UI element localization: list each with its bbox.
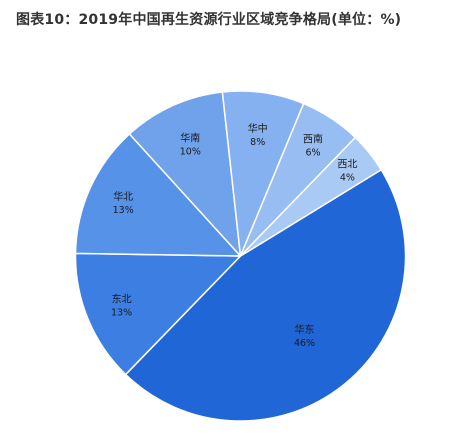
slice-value-dongbei: 13% (111, 307, 132, 318)
slice-label-huabei: 华北 (113, 190, 133, 203)
slice-value-xibei: 4% (340, 172, 355, 183)
slice-value-huabei: 13% (113, 205, 134, 216)
slice-value-huanan: 10% (180, 147, 201, 158)
slice-label-dongbei: 东北 (112, 292, 132, 305)
pie-slice-huanan (128, 91, 242, 257)
slice-label-huanan: 华南 (180, 132, 200, 145)
pie-slice-xibei (239, 136, 382, 257)
slice-value-huadong: 46% (294, 338, 315, 349)
slice-label-xinan: 西南 (303, 133, 323, 146)
chart-title: 图表10：2019年中国再生资源行业区域竞争格局(单位：%) (16, 12, 402, 28)
slice-label-huadong: 华东 (295, 323, 315, 336)
pie-slices (74, 90, 407, 422)
slice-value-huazhong: 8% (250, 137, 265, 148)
pie-labels: 华东 46% 东北 13% 华北 13% 华南 10% 华中 8% 西南 6% 西北 4% (111, 122, 357, 349)
slice-label-huazhong: 华中 (248, 122, 268, 135)
pie-slice-huadong (124, 169, 407, 422)
pie-slice-huabei (74, 133, 242, 257)
slice-value-xinan: 6% (305, 148, 320, 159)
pie-slice-dongbei (74, 252, 242, 376)
slice-label-xibei: 西北 (337, 158, 357, 170)
